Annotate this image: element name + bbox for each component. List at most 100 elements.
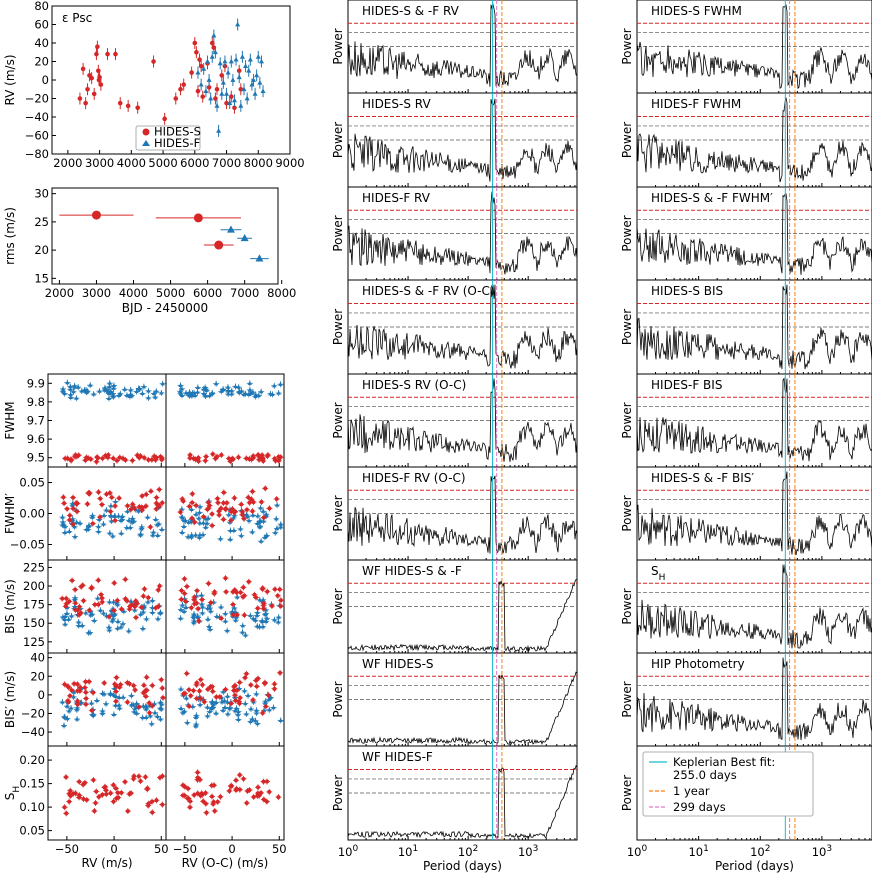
data-point (112, 682, 117, 687)
data-point (67, 518, 72, 523)
data-point (239, 54, 245, 59)
data-point (182, 576, 187, 581)
data-point (258, 58, 264, 64)
data-point (219, 506, 224, 511)
power-curve (347, 764, 578, 839)
data-point (108, 513, 114, 518)
data-point (113, 689, 118, 694)
periodogram-panel: Power HIDES-F FWHM (620, 92, 872, 188)
data-point (196, 515, 202, 520)
data-point (233, 509, 238, 514)
data-point (136, 508, 141, 513)
data-point (181, 518, 187, 523)
data-point (143, 715, 149, 720)
data-point (178, 382, 183, 387)
x-axis-label: Period (days) (423, 859, 502, 873)
data-point (241, 516, 246, 521)
data-point (260, 508, 266, 513)
data-point (192, 601, 197, 606)
data-point (108, 791, 113, 796)
data-point (147, 700, 152, 705)
data-point (219, 91, 225, 96)
data-point (271, 705, 276, 710)
data-point (184, 671, 189, 676)
data-point (264, 533, 269, 538)
data-point (238, 103, 244, 108)
data-point (64, 611, 70, 616)
scatter-cell (165, 559, 285, 654)
data-point (125, 503, 130, 508)
data-point (89, 75, 94, 81)
data-point (154, 798, 159, 803)
panel-title: HIDES-S & -F RV (362, 4, 460, 18)
data-point (247, 56, 253, 62)
y-axis-label: BIS (m/s) (3, 579, 17, 634)
data-point (194, 696, 199, 701)
data-point (77, 689, 82, 694)
data-point (207, 393, 212, 398)
data-point (260, 597, 266, 602)
y-axis-label: Power (331, 495, 345, 531)
data-point (114, 458, 119, 463)
data-point (251, 455, 256, 460)
panel-title: WF HIDES-S (362, 657, 434, 671)
data-point (73, 587, 78, 592)
data-point (74, 454, 79, 459)
data-point (65, 698, 70, 703)
power-curve (347, 98, 578, 182)
data-point (91, 210, 101, 220)
data-point (217, 60, 223, 66)
data-point (73, 601, 78, 606)
data-point (116, 795, 121, 800)
data-point (242, 613, 247, 618)
data-point (276, 619, 281, 624)
y-axis-label: Power (620, 215, 634, 251)
data-point (222, 698, 227, 703)
data-point (213, 381, 219, 386)
data-point (111, 613, 117, 618)
data-point (123, 577, 128, 582)
data-point (273, 530, 278, 535)
data-point (71, 495, 76, 500)
data-point (234, 594, 240, 599)
y-axis-label: RV (m/s) (3, 54, 17, 105)
data-point (197, 535, 202, 540)
data-point (274, 496, 279, 501)
y-tick-label: 0.10 (19, 800, 45, 814)
data-point (198, 677, 203, 682)
data-point (108, 503, 114, 508)
data-point (199, 592, 204, 597)
data-point (74, 716, 80, 721)
data-point (152, 710, 158, 715)
data-point (147, 710, 152, 715)
data-point (195, 770, 200, 775)
data-point (244, 801, 249, 806)
data-point (238, 526, 243, 531)
y-axis-label: FWHM′ (3, 493, 17, 534)
data-point (272, 686, 277, 691)
data-point (160, 695, 165, 700)
data-point (83, 387, 89, 392)
data-point (201, 391, 207, 396)
data-point (139, 524, 144, 529)
data-point (207, 709, 212, 714)
x-tick-label: 50 (272, 842, 287, 856)
data-point (205, 616, 211, 621)
data-point (269, 604, 274, 609)
x-tick-label: 0 (228, 842, 235, 856)
data-point (95, 455, 100, 460)
axes-frame (165, 745, 285, 841)
data-point (160, 802, 165, 807)
data-point (105, 389, 111, 394)
data-point (243, 675, 248, 680)
data-point (211, 32, 217, 38)
data-point (140, 391, 145, 396)
data-point (77, 604, 82, 609)
axes-frame (47, 466, 167, 561)
data-point (125, 508, 130, 513)
x-tick-label: −50 (173, 842, 197, 856)
data-point (107, 627, 112, 632)
data-point (263, 704, 268, 709)
data-point (132, 709, 137, 714)
